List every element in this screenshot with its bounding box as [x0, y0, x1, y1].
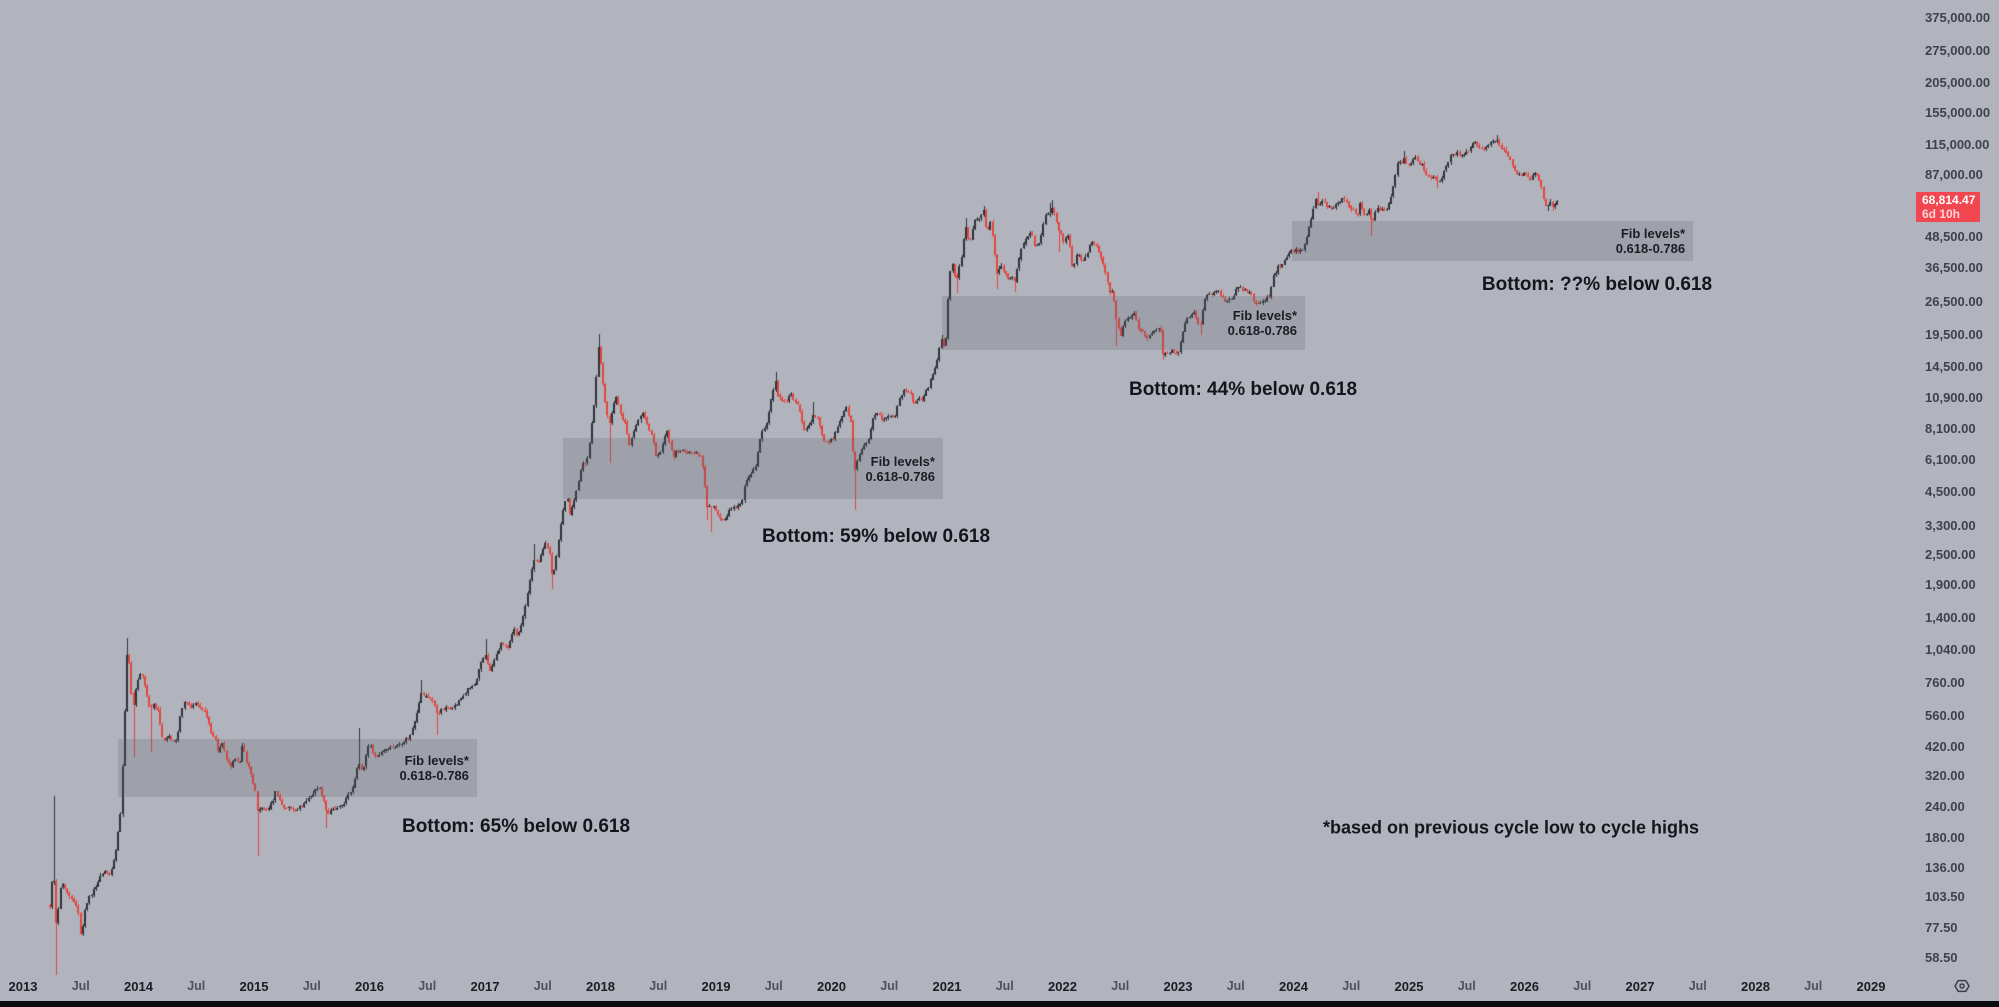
- price-tick-label: 180.00: [1925, 829, 1965, 845]
- fib-zone-box[interactable]: Fib levels* 0.618-0.786: [1292, 220, 1694, 261]
- price-tick-label: 375,000.00: [1925, 9, 1991, 25]
- price-tick-label: 6,100.00: [1925, 451, 1976, 467]
- fib-zone-label: Fib levels* 0.618-0.786: [865, 453, 935, 484]
- time-tick-year: 2018: [586, 979, 615, 994]
- price-tick-label: 1,900.00: [1925, 576, 1976, 592]
- time-tick-year: 2022: [1048, 979, 1077, 994]
- time-tick-jul: Jul: [418, 979, 437, 993]
- price-tick-label: 1,040.00: [1925, 641, 1976, 657]
- time-tick-year: 2013: [8, 979, 38, 994]
- time-tick-jul: Jul: [302, 979, 321, 993]
- price-tick-label: 4,500.00: [1925, 484, 1976, 500]
- price-tick-label: 760.00: [1925, 675, 1965, 691]
- time-tick-jul: Jul: [187, 979, 206, 993]
- price-tick-label: 14,500.00: [1925, 358, 1983, 374]
- annotation-text[interactable]: Bottom: 59% below 0.618: [761, 526, 991, 547]
- price-tick-label: 240.00: [1925, 798, 1965, 814]
- annotation-text[interactable]: Bottom: ??% below 0.618: [1481, 274, 1713, 295]
- annotation-text[interactable]: Bottom: 65% below 0.618: [401, 816, 631, 837]
- time-tick-jul: Jul: [1804, 979, 1823, 993]
- time-tick-year: 2014: [124, 979, 153, 994]
- annotation-text[interactable]: Bottom: 44% below 0.618: [1128, 379, 1358, 400]
- price-tick-label: 320.00: [1925, 768, 1965, 783]
- price-tick-label: 3,300.00: [1925, 517, 1976, 533]
- gear-icon: [1954, 979, 1970, 993]
- price-tick-label: 48,500.00: [1925, 229, 1983, 245]
- time-tick-year: 2029: [1856, 979, 1886, 994]
- time-tick-year: 2024: [1279, 979, 1308, 994]
- price-tick-label: 87,000.00: [1925, 166, 1983, 182]
- price-tick-label: 77.50: [1925, 920, 1958, 936]
- price-tick-label: 205,000.00: [1925, 74, 1991, 90]
- time-tick-year: 2027: [1625, 979, 1655, 994]
- price-tick-label: 136.00: [1925, 859, 1965, 875]
- fib-zone-box[interactable]: Fib levels* 0.618-0.786: [117, 738, 477, 797]
- time-tick-year: 2023: [1163, 979, 1193, 994]
- price-tick-label: 420.00: [1925, 738, 1965, 754]
- fib-zone-label: Fib levels* 0.618-0.786: [399, 752, 469, 783]
- price-tick-label: 1,400.00: [1925, 609, 1976, 625]
- time-axis[interactable]: 2013 Jul 2014 Jul 2015 Jul 2016 Jul 2017 Jul 2018 J…: [0, 966, 1908, 1001]
- time-tick-jul: Jul: [533, 979, 552, 993]
- last-price-tag: 68,814.47 6d 10h: [1916, 191, 1981, 222]
- time-tick-year: 2017: [470, 979, 500, 994]
- price-tick-label: 103.50: [1925, 889, 1965, 905]
- price-tick-label: 2,500.00: [1925, 547, 1976, 563]
- time-tick-jul: Jul: [1457, 979, 1476, 993]
- price-tick-label: 115,000.00: [1925, 136, 1990, 152]
- time-tick-jul: Jul: [1573, 979, 1592, 993]
- time-tick-year: 2025: [1394, 979, 1424, 994]
- fib-zone-box[interactable]: Fib levels* 0.618-0.786: [941, 295, 1306, 350]
- time-tick-jul: Jul: [71, 979, 90, 993]
- annotation-text[interactable]: *based on previous cycle low to cycle hi…: [1322, 817, 1700, 838]
- price-tick-label: 10,900.00: [1925, 389, 1983, 405]
- price-tick-label: 58.50: [1925, 950, 1958, 966]
- time-tick-year: 2020: [817, 979, 846, 994]
- time-tick-jul: Jul: [995, 979, 1014, 993]
- time-tick-jul: Jul: [1226, 979, 1245, 993]
- price-tick-label: 19,500.00: [1925, 327, 1983, 343]
- time-tick-year: 2026: [1510, 979, 1539, 994]
- price-tick-label: 26,500.00: [1925, 294, 1983, 310]
- price-tick-label: 275,000.00: [1925, 43, 1991, 59]
- time-tick-jul: Jul: [649, 979, 668, 993]
- fib-zone-box[interactable]: Fib levels* 0.618-0.786: [562, 438, 943, 500]
- time-tick-year: 2021: [932, 979, 962, 994]
- last-price-value: 68,814.47: [1922, 192, 1976, 207]
- fib-zone-label: Fib levels* 0.618-0.786: [1227, 307, 1298, 338]
- window-bottom-edge: [0, 1001, 1999, 1007]
- time-tick-jul: Jul: [1111, 979, 1130, 993]
- fib-zone-label: Fib levels* 0.618-0.786: [1615, 225, 1686, 256]
- time-tick-year: 2028: [1741, 979, 1770, 994]
- time-tick-jul: Jul: [1688, 979, 1707, 993]
- price-tick-label: 36,500.00: [1925, 259, 1983, 275]
- price-tick-label: 8,100.00: [1925, 421, 1976, 437]
- bar-countdown: 6d 10h: [1922, 206, 1961, 221]
- time-tick-year: 2015: [239, 979, 269, 994]
- price-tick-label: 560.00: [1925, 707, 1965, 723]
- time-tick-year: 2019: [701, 979, 731, 994]
- time-tick-year: 2016: [355, 979, 384, 994]
- price-axis[interactable]: 375,000.00 275,000.00 205,000.00 155,000.00…: [1908, 0, 1999, 1007]
- time-tick-jul: Jul: [880, 979, 899, 993]
- price-tick-label: 155,000.00: [1925, 104, 1991, 120]
- time-tick-jul: Jul: [764, 979, 783, 993]
- time-tick-jul: Jul: [1342, 979, 1361, 993]
- axis-settings-button[interactable]: [1953, 978, 1971, 994]
